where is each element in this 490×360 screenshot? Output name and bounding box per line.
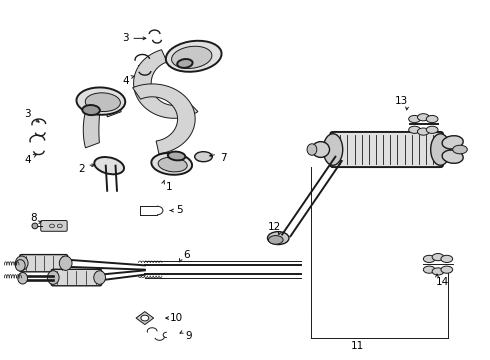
Ellipse shape <box>441 266 453 273</box>
Polygon shape <box>134 50 198 118</box>
FancyBboxPatch shape <box>51 269 101 286</box>
Ellipse shape <box>269 235 283 244</box>
Ellipse shape <box>151 153 192 175</box>
Ellipse shape <box>417 128 429 135</box>
Polygon shape <box>136 312 154 324</box>
Ellipse shape <box>195 152 212 162</box>
Polygon shape <box>133 84 195 154</box>
Ellipse shape <box>32 223 38 229</box>
Text: 13: 13 <box>395 96 408 106</box>
Ellipse shape <box>82 105 100 115</box>
Ellipse shape <box>442 150 463 163</box>
Ellipse shape <box>409 116 420 123</box>
Ellipse shape <box>426 126 438 134</box>
Ellipse shape <box>85 93 121 112</box>
Ellipse shape <box>417 114 429 121</box>
Text: 4: 4 <box>24 155 31 165</box>
Ellipse shape <box>426 116 438 123</box>
Ellipse shape <box>441 255 453 262</box>
Ellipse shape <box>423 255 435 262</box>
Text: 12: 12 <box>268 222 281 231</box>
Ellipse shape <box>307 144 317 155</box>
Ellipse shape <box>432 268 444 275</box>
Ellipse shape <box>431 134 450 165</box>
Text: 9: 9 <box>186 331 192 341</box>
Text: 10: 10 <box>170 313 183 323</box>
FancyBboxPatch shape <box>20 255 68 272</box>
Polygon shape <box>83 90 121 148</box>
Ellipse shape <box>409 126 420 134</box>
Ellipse shape <box>432 253 444 261</box>
Ellipse shape <box>166 41 221 72</box>
Ellipse shape <box>453 145 467 154</box>
Ellipse shape <box>76 87 125 115</box>
Text: 7: 7 <box>220 153 226 163</box>
Ellipse shape <box>94 157 124 174</box>
Ellipse shape <box>15 260 25 271</box>
Ellipse shape <box>158 157 187 172</box>
Text: 11: 11 <box>351 341 364 351</box>
Ellipse shape <box>442 136 463 149</box>
Text: 3: 3 <box>24 109 31 119</box>
FancyBboxPatch shape <box>331 132 443 167</box>
Text: 14: 14 <box>436 277 449 287</box>
Ellipse shape <box>59 256 72 270</box>
Ellipse shape <box>48 271 59 284</box>
Ellipse shape <box>94 271 105 284</box>
Text: 8: 8 <box>30 213 37 222</box>
FancyBboxPatch shape <box>41 221 67 231</box>
Text: 1: 1 <box>166 182 172 192</box>
Ellipse shape <box>312 141 330 157</box>
Ellipse shape <box>18 273 27 284</box>
Text: 5: 5 <box>176 206 182 216</box>
Ellipse shape <box>423 266 435 273</box>
Text: 4: 4 <box>122 76 128 86</box>
Ellipse shape <box>141 315 149 321</box>
Text: 6: 6 <box>183 250 190 260</box>
Ellipse shape <box>268 231 289 244</box>
Ellipse shape <box>168 152 185 160</box>
Ellipse shape <box>323 134 343 165</box>
Ellipse shape <box>177 59 193 68</box>
Ellipse shape <box>15 256 28 270</box>
Text: 2: 2 <box>78 164 85 174</box>
Text: 3: 3 <box>122 33 128 43</box>
Ellipse shape <box>172 46 212 68</box>
